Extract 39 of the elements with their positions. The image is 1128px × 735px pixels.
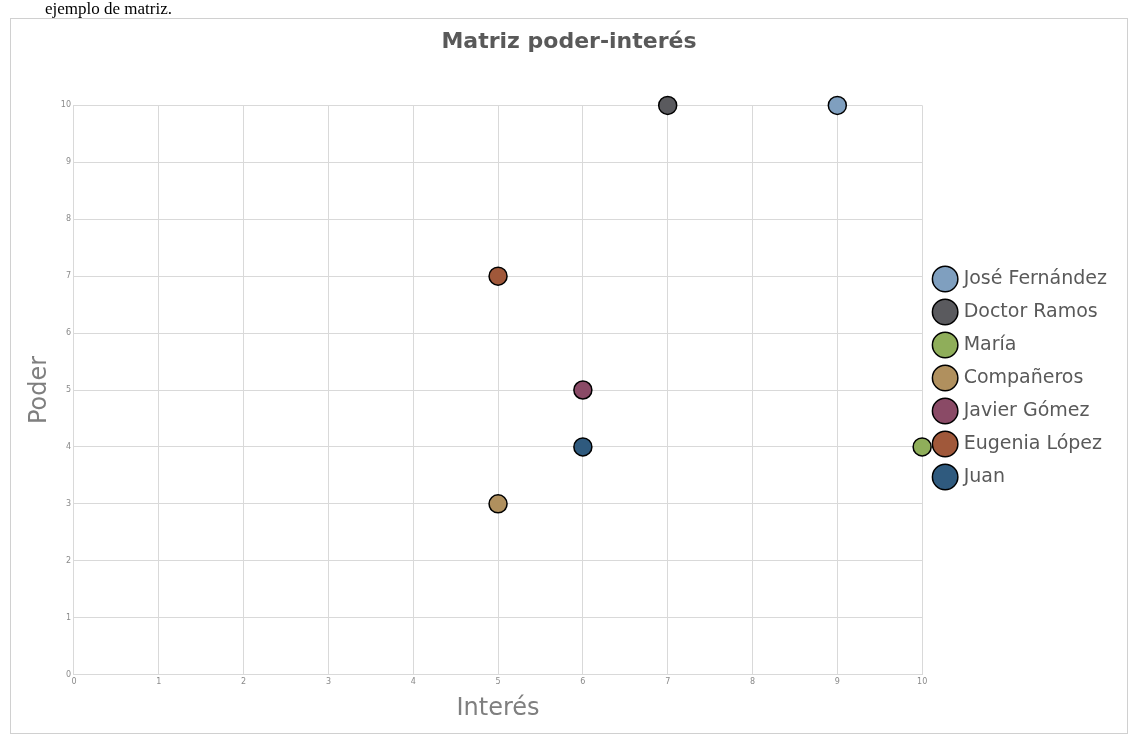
y-tick-label: 5 <box>65 385 71 395</box>
x-tick-label: 3 <box>325 677 331 687</box>
point <box>488 266 508 286</box>
y-tick-label: 4 <box>65 442 71 451</box>
legend-label: Javier Gómez <box>962 397 1090 420</box>
y-tick-label: 6 <box>65 328 71 338</box>
legend-label: Compañeros <box>963 364 1084 387</box>
y-tick-label: 0 <box>65 669 71 679</box>
point <box>488 494 508 514</box>
y-tick-label: 7 <box>65 271 71 281</box>
text: ejemplo de matriz. <box>45 0 172 18</box>
point <box>657 95 678 116</box>
legend-label: María <box>963 331 1017 354</box>
x-tick-label: 10 <box>917 677 928 687</box>
point <box>573 380 593 400</box>
y-tick-label: 9 <box>65 157 71 167</box>
y-tick-label: 3 <box>65 498 71 508</box>
x-tick-label: 8 <box>749 677 756 687</box>
y-tick-label: 2 <box>65 555 71 565</box>
x-tick-label: 7 <box>665 677 671 687</box>
x-tick-label: 6 <box>580 677 586 687</box>
x-tick-label: 1 <box>156 677 162 687</box>
chart-title: Matriz poder-interés <box>441 27 697 53</box>
x-axis-title: Interés <box>456 692 540 721</box>
point <box>573 437 593 457</box>
legend-label: Juan <box>962 463 1005 486</box>
x-tick-label: 9 <box>834 677 840 687</box>
x-tick-label: 2 <box>241 677 247 687</box>
y-axis-title: Poder <box>23 355 52 425</box>
x-tick-label: 5 <box>495 677 501 687</box>
y-tick-label: 1 <box>65 612 71 622</box>
x-tick-label: 4 <box>410 677 416 687</box>
legend-label: Doctor Ramos <box>963 298 1098 321</box>
legend-label: José Fernández <box>962 265 1108 288</box>
y-tick-label: 8 <box>65 214 71 224</box>
point <box>912 437 932 457</box>
legend-label: Eugenia López <box>963 430 1103 453</box>
point <box>827 95 848 116</box>
y-tick-label: 10 <box>60 100 71 110</box>
